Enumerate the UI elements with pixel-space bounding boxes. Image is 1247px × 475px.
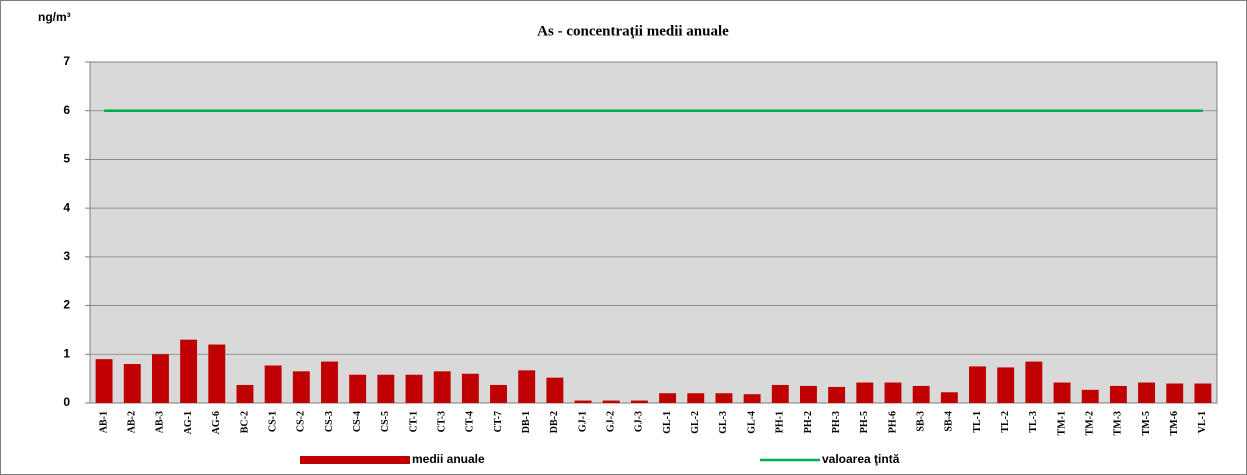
x-tick-label: TM-6: [1169, 411, 1180, 435]
bar: [771, 384, 789, 403]
bar: [997, 367, 1015, 403]
x-tick-label: AB-2: [127, 411, 138, 433]
bar: [856, 382, 874, 403]
x-tick-label: AG-6: [211, 411, 222, 434]
bar: [800, 385, 817, 403]
x-tick-label: PH-1: [775, 411, 786, 433]
bar: [405, 374, 423, 403]
bar: [433, 371, 451, 403]
bar: [546, 377, 564, 403]
x-tick-label: DB-2: [549, 411, 560, 433]
bar: [236, 384, 254, 403]
x-tick-label: CS-1: [267, 411, 278, 432]
x-tick-label: TL-3: [1028, 411, 1039, 433]
x-tick-label: SB-3: [915, 411, 926, 432]
bar: [828, 386, 846, 403]
y-tick-label: 6: [63, 103, 70, 117]
bar: [1138, 382, 1156, 403]
x-tick-label: CS-4: [352, 411, 363, 432]
x-tick-label: AB-3: [155, 411, 166, 433]
bar: [743, 394, 761, 403]
bar: [208, 344, 226, 403]
x-tick-label: PH-6: [887, 411, 898, 433]
x-tick-label: TM-1: [1056, 411, 1067, 435]
chart-title: As - concentraţii medii anuale: [537, 23, 729, 39]
y-tick-label: 5: [63, 152, 70, 166]
y-tick-label: 0: [63, 395, 70, 409]
bar: [490, 384, 507, 403]
bar: [123, 364, 141, 403]
bar: [321, 361, 338, 403]
x-tick-label: GL-2: [690, 411, 701, 434]
x-tick-label: CS-5: [380, 411, 391, 432]
bar: [659, 393, 677, 403]
bar: [1166, 383, 1184, 403]
legend-label: medii anuale: [412, 452, 485, 466]
plot-area: [89, 61, 1218, 404]
x-tick-label: PH-5: [859, 411, 870, 433]
x-tick-label: PH-2: [803, 411, 814, 433]
y-tick-label: 2: [63, 298, 70, 312]
bar: [349, 374, 367, 403]
x-tick-label: TM-2: [1085, 411, 1096, 435]
bar: [292, 371, 310, 403]
bar: [180, 339, 198, 403]
x-tick-label: AG-1: [183, 411, 194, 434]
x-tick-label: TL-2: [1000, 411, 1011, 433]
x-tick-label: PH-3: [831, 411, 842, 433]
y-tick-label: 7: [63, 54, 70, 68]
bar: [602, 400, 620, 403]
x-tick-label: GJ-1: [577, 411, 588, 432]
bar: [574, 400, 592, 403]
x-tick-label: CS-2: [296, 411, 307, 432]
y-tick-label: 4: [63, 200, 70, 214]
x-tick-label: VL-1: [1197, 411, 1208, 433]
legend-label: valoarea ţintă: [822, 452, 900, 466]
bar: [969, 366, 986, 403]
y-tick-label: 1: [63, 346, 70, 360]
x-tick-label: CT-1: [408, 411, 419, 432]
x-tick-label: CT-3: [436, 411, 447, 432]
bar: [715, 393, 733, 403]
x-tick-label: TM-5: [1141, 411, 1152, 435]
bar: [1053, 382, 1071, 403]
bar: [687, 393, 705, 403]
bar: [95, 359, 113, 403]
bar: [630, 400, 648, 403]
bar: [377, 374, 395, 403]
x-tick-label: GL-4: [746, 411, 757, 434]
x-tick-label: SB-4: [944, 411, 955, 432]
x-tick-label: CT-7: [493, 411, 504, 432]
x-tick-label: DB-1: [521, 411, 532, 433]
bar: [884, 382, 902, 403]
bar: [1025, 361, 1043, 403]
bar: [461, 373, 479, 403]
x-tick-label: TM-3: [1113, 411, 1124, 435]
x-tick-label: GJ-3: [634, 411, 645, 432]
bar: [1081, 389, 1099, 403]
bar: [1194, 383, 1212, 403]
y-axis-label: ng/m³: [38, 10, 71, 24]
x-tick-label: TL-1: [972, 411, 983, 433]
bar: [940, 392, 958, 403]
x-tick-label: GL-3: [718, 411, 729, 434]
legend-swatch: [300, 456, 410, 464]
x-tick-label: CT-4: [465, 411, 476, 432]
x-tick-label: GJ-2: [606, 411, 617, 432]
bar: [264, 365, 282, 403]
x-tick-label: BC-2: [239, 411, 250, 433]
bar: [151, 354, 169, 403]
bar: [1109, 385, 1127, 403]
x-tick-label: CS-3: [324, 411, 335, 432]
bar: [518, 370, 536, 403]
y-tick-label: 3: [63, 249, 70, 263]
bar: [912, 385, 930, 403]
x-tick-label: AB-1: [98, 411, 109, 433]
x-tick-label: GL-1: [662, 411, 673, 434]
